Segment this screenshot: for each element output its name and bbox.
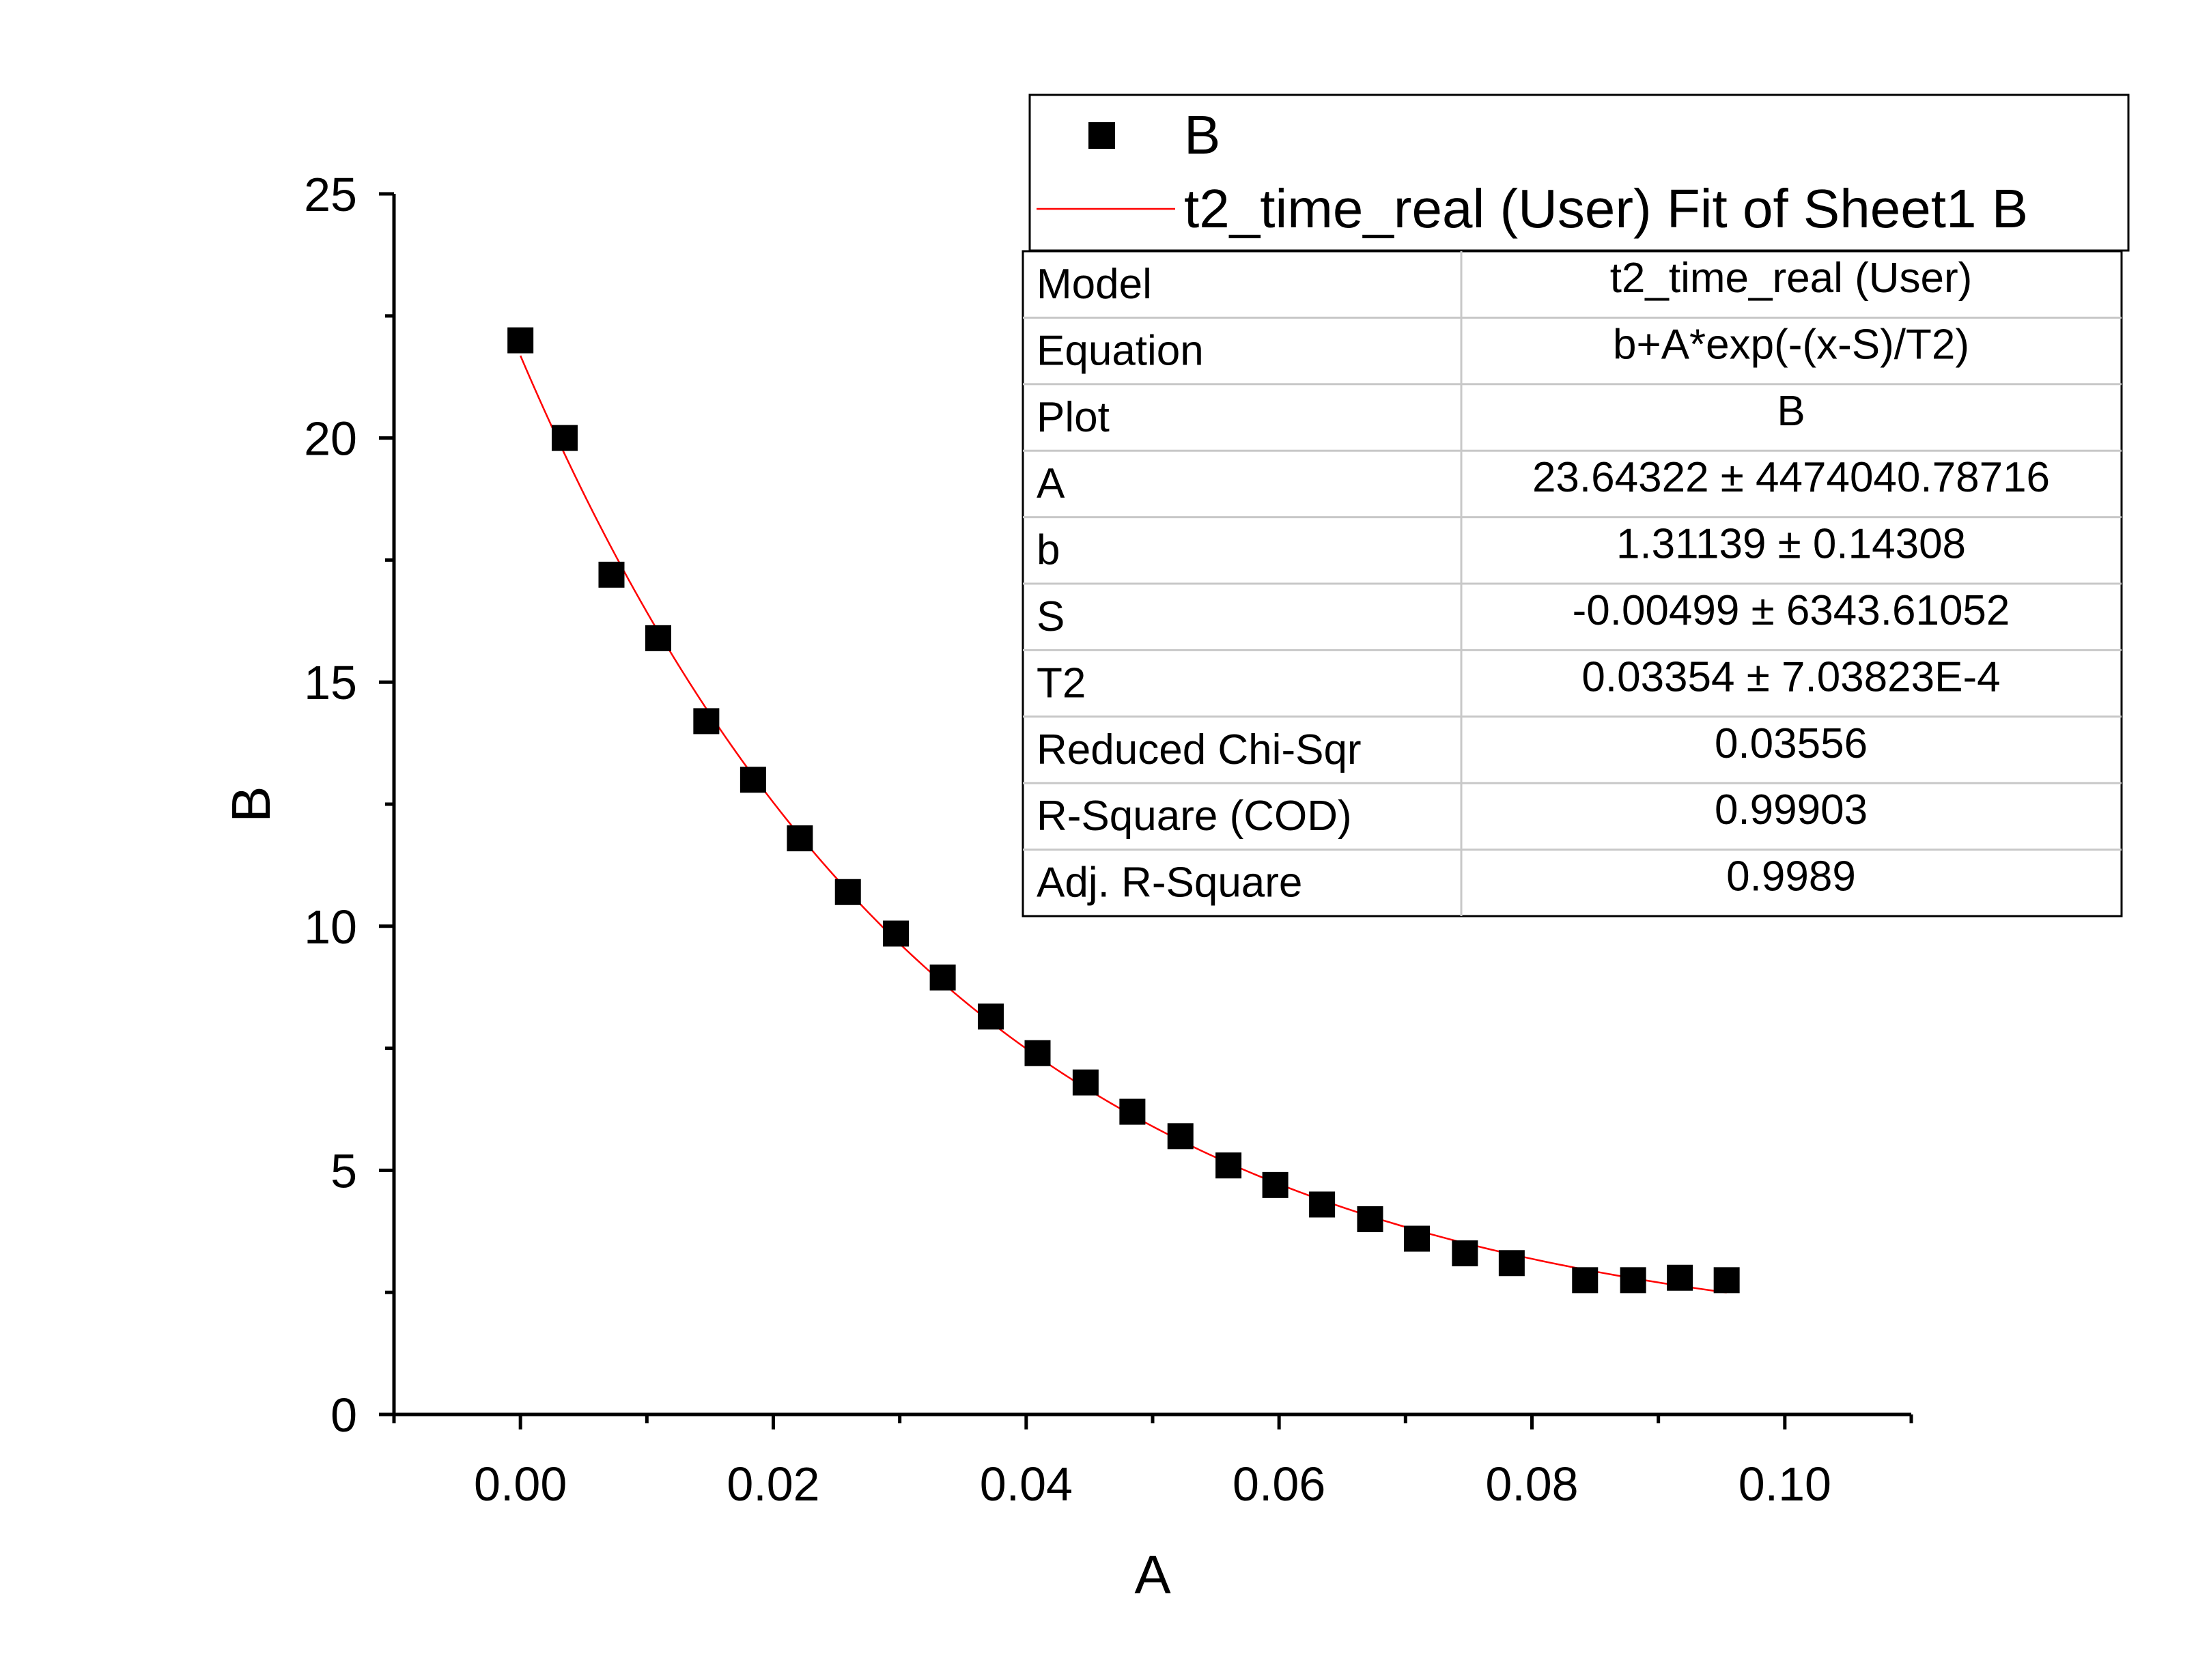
fit-table-value: 0.03556 — [1715, 720, 1868, 767]
x-tick-label: 0.02 — [727, 1457, 819, 1511]
fit-table-value: 0.9989 — [1726, 853, 1856, 900]
data-point — [1498, 1250, 1525, 1277]
data-point — [929, 964, 956, 991]
fit-results-table: Model t2_time_real (User) Equation b+A*exp(… — [1022, 250, 2123, 917]
x-ticks: 0.00 0.02 0.04 0.06 0.08 0.10 — [392, 1414, 1913, 1511]
x-tick-label: 0.08 — [1485, 1457, 1578, 1511]
data-point — [507, 327, 534, 354]
y-axis-title: B — [221, 786, 281, 822]
y-tick-label: 25 — [304, 168, 357, 221]
data-point — [1620, 1267, 1646, 1294]
fit-table-label: T2 — [1037, 659, 1086, 707]
x-tick-label: 0.00 — [474, 1457, 567, 1511]
fit-table-label: Plot — [1037, 394, 1110, 441]
data-point — [1452, 1240, 1478, 1266]
data-point — [1309, 1191, 1336, 1218]
fit-table-label: A — [1037, 460, 1065, 507]
x-tick-label: 0.04 — [980, 1457, 1073, 1511]
data-point — [1403, 1225, 1430, 1252]
data-point — [1215, 1152, 1242, 1179]
y-ticks: 0 5 10 15 20 25 — [304, 168, 394, 1442]
fit-table-value: 23.64322 ± 4474040.78716 — [1532, 454, 2050, 501]
x-tick-label: 0.10 — [1738, 1457, 1831, 1511]
fit-table-value: 0.99903 — [1715, 786, 1868, 834]
legend-label-fit: t2_time_real (User) Fit of Sheet1 B — [1184, 178, 2028, 239]
data-point — [551, 425, 578, 451]
fit-table-value: b+A*exp(-(x-S)/T2) — [1613, 321, 1969, 368]
data-point — [645, 625, 671, 651]
legend: B t2_time_real (User) Fit of Sheet1 B — [1028, 94, 2130, 252]
y-tick-label: 15 — [304, 656, 357, 709]
y-tick-label: 10 — [304, 900, 357, 954]
data-point — [834, 879, 861, 905]
legend-label-data: B — [1184, 104, 1220, 165]
data-point — [1262, 1171, 1289, 1198]
y-tick-label: 0 — [330, 1389, 357, 1442]
data-point — [598, 561, 625, 588]
fit-table-label: Model — [1037, 261, 1152, 308]
fit-table-value: B — [1777, 388, 1805, 435]
data-point — [977, 1003, 1004, 1030]
fit-table-value: 0.03354 ± 7.03823E-4 — [1581, 653, 2000, 700]
data-point — [1713, 1267, 1740, 1294]
data-point — [1119, 1098, 1146, 1125]
data-point — [883, 920, 910, 947]
data-point — [1667, 1264, 1693, 1291]
fit-table-value: -0.00499 ± 6343.61052 — [1573, 587, 2010, 634]
data-point — [1167, 1123, 1194, 1150]
data-point — [1572, 1267, 1599, 1294]
fit-table-value: 1.31139 ± 0.14308 — [1616, 521, 1966, 568]
y-tick-label: 5 — [330, 1144, 357, 1197]
x-axis-title: A — [1134, 1544, 1171, 1605]
legend-box — [1028, 94, 2130, 252]
fit-table-label: Equation — [1037, 327, 1204, 374]
data-point — [693, 708, 720, 735]
data-point — [740, 767, 766, 793]
data-point — [1072, 1069, 1099, 1096]
fit-table-value: t2_time_real (User) — [1610, 255, 1973, 302]
data-point — [787, 825, 813, 852]
x-tick-label: 0.06 — [1233, 1457, 1325, 1511]
data-points — [507, 327, 1740, 1294]
fit-table-label: b — [1037, 527, 1060, 574]
data-point — [1024, 1040, 1051, 1066]
fit-table-label: S — [1037, 593, 1065, 640]
fit-table-label: Reduced Chi-Sqr — [1037, 726, 1362, 773]
y-tick-label: 20 — [304, 412, 357, 466]
fit-table-label: Adj. R-Square — [1037, 859, 1302, 907]
data-point — [1357, 1206, 1383, 1232]
legend-square-marker-icon — [1088, 122, 1115, 149]
fit-table-label: R-Square (COD) — [1037, 793, 1352, 840]
